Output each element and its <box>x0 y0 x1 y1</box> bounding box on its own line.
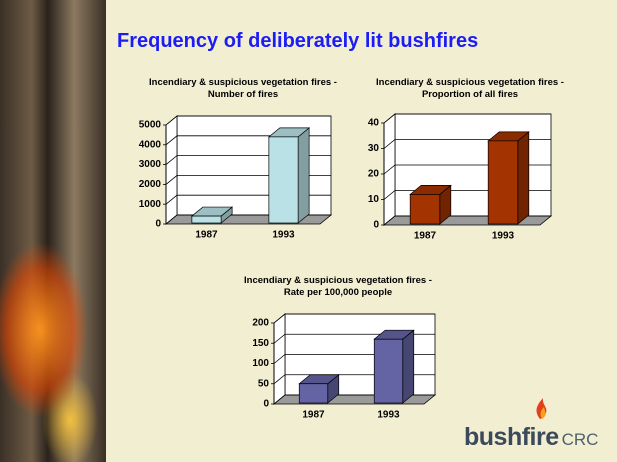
y-tick-label: 1000 <box>139 199 162 210</box>
bar-side <box>403 330 414 403</box>
x-tick-label: 1993 <box>492 231 515 242</box>
bar <box>374 330 414 403</box>
bar <box>269 128 309 223</box>
y-tick-label: 10 <box>368 194 380 205</box>
bar-front <box>410 194 440 224</box>
bar-side <box>298 128 309 223</box>
bar-front <box>374 339 403 403</box>
x-tick-label: 1987 <box>414 231 437 242</box>
y-tick-label: 100 <box>252 358 269 369</box>
y-tick-label: 40 <box>368 118 380 129</box>
y-tick-label: 0 <box>155 219 161 230</box>
logo-flame <box>537 398 547 419</box>
y-tick-label: 5000 <box>139 120 162 131</box>
charts: 0100020003000400050001987199301020304019… <box>0 0 617 462</box>
slide: Frequency of deliberately lit bushfires … <box>0 0 617 462</box>
bar <box>410 185 451 224</box>
y-tick-label: 150 <box>252 338 269 349</box>
bar-front <box>269 137 298 223</box>
y-tick-label: 50 <box>258 378 270 389</box>
side-wall <box>166 116 177 224</box>
x-tick-label: 1993 <box>377 410 400 421</box>
bar <box>299 375 339 403</box>
x-tick-label: 1987 <box>302 410 325 421</box>
y-tick-label: 20 <box>368 169 380 180</box>
bar-front <box>488 141 518 224</box>
x-tick-label: 1987 <box>195 230 218 241</box>
bar <box>488 132 529 224</box>
y-tick-label: 0 <box>373 220 379 231</box>
y-tick-label: 4000 <box>139 139 162 150</box>
bar-side <box>518 132 529 224</box>
y-tick-label: 0 <box>263 399 269 410</box>
y-tick-label: 200 <box>252 318 269 329</box>
bar-front <box>192 216 221 223</box>
bar-front <box>299 384 328 403</box>
logo-brand: bushfire <box>464 423 559 451</box>
y-tick-label: 2000 <box>139 179 162 190</box>
logo-suffix: CRC <box>562 430 599 449</box>
x-tick-label: 1993 <box>272 230 295 241</box>
y-tick-label: 3000 <box>139 159 162 170</box>
y-tick-label: 30 <box>368 143 380 154</box>
